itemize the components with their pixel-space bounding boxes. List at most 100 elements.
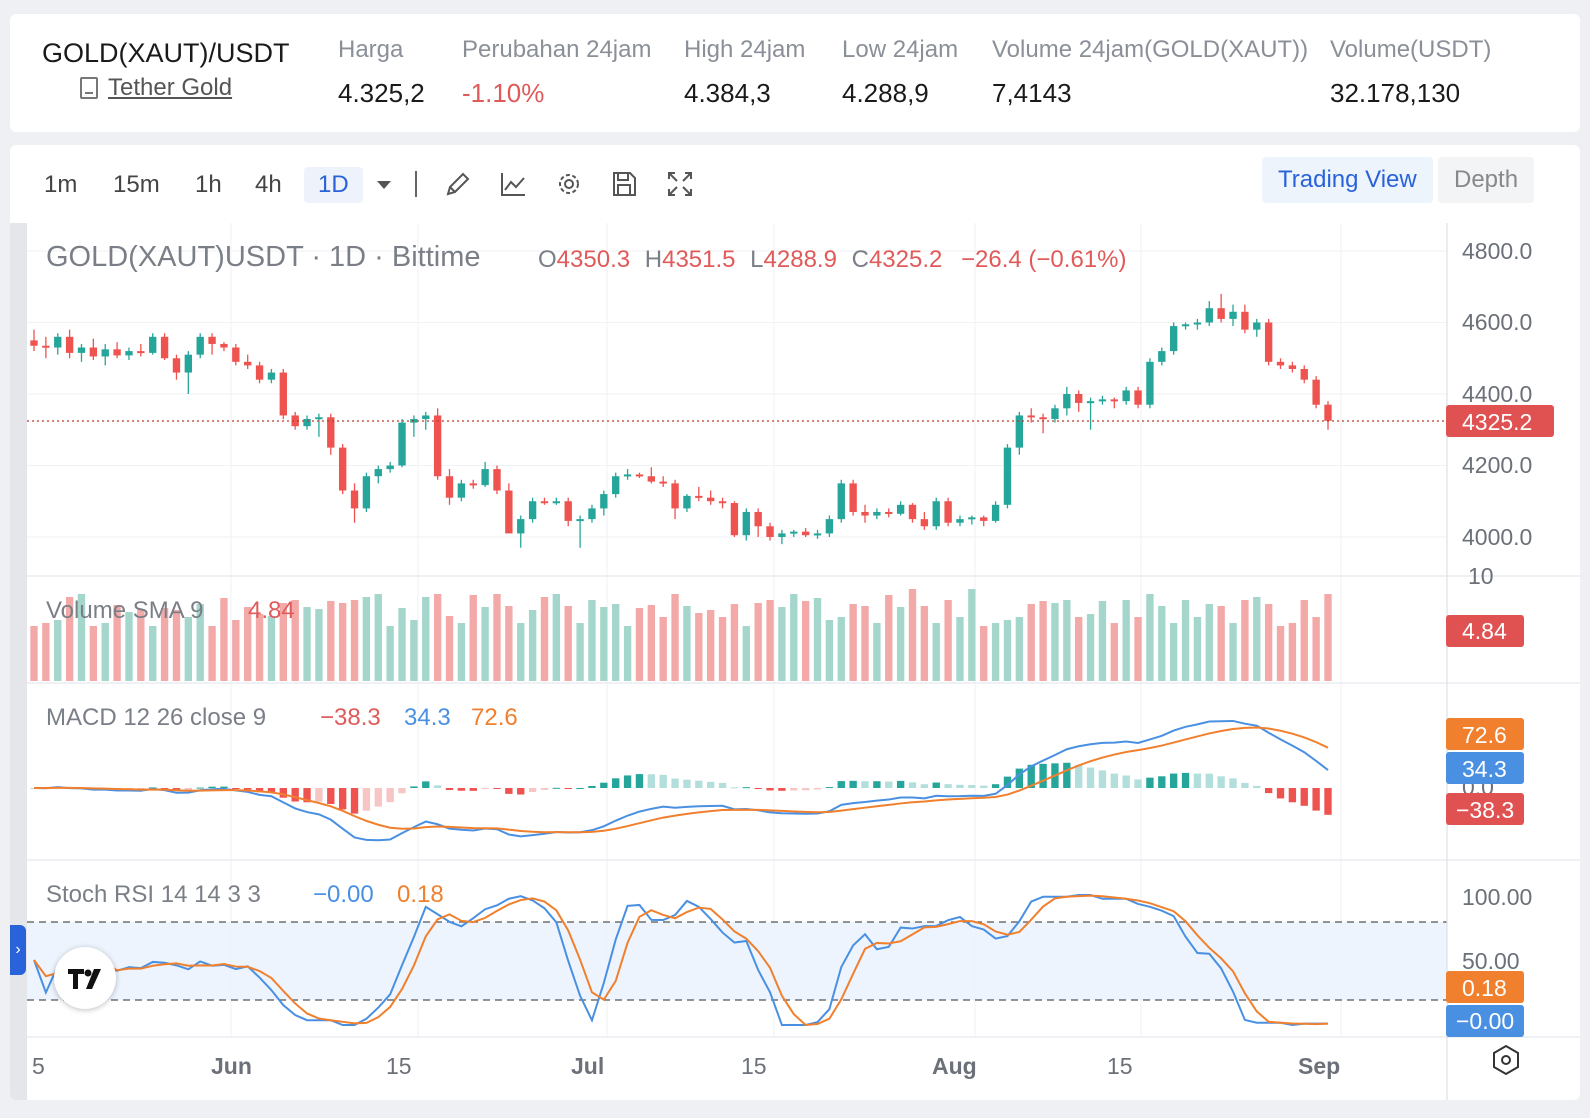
candle (422, 415, 430, 420)
volume-bar (778, 607, 786, 681)
volume-bar (896, 607, 905, 681)
toolbar-divider (415, 171, 417, 197)
legend-high: 4351.5 (662, 246, 735, 273)
candle (1039, 417, 1047, 420)
timeframe-1h[interactable]: 1h (195, 171, 222, 198)
macd-hist-bar (445, 788, 454, 791)
candle (1098, 399, 1107, 402)
timeframe-4h[interactable]: 4h (255, 171, 282, 198)
macd-hist-bar (920, 784, 929, 788)
candle (315, 417, 323, 420)
macd-hist-bar (980, 785, 988, 788)
candle (528, 501, 537, 520)
macd-hist-bar (1086, 767, 1095, 788)
candle (588, 508, 596, 520)
volume-bar (493, 594, 501, 681)
candle (220, 343, 228, 348)
expand-panel-button[interactable]: › (10, 925, 26, 975)
candle (1015, 415, 1024, 448)
volume-bar (350, 600, 359, 681)
candle (101, 349, 109, 357)
macd-legend-hist: −38.3 (320, 704, 381, 731)
timeframe-1m[interactable]: 1m (44, 171, 78, 198)
macd-hist-bar (1110, 773, 1118, 788)
volume-bar (1193, 617, 1202, 681)
candle (65, 336, 74, 353)
stat-label: Harga (338, 36, 404, 63)
macd-signal-badge-text: 72.6 (1462, 722, 1507, 748)
volume-bar (991, 623, 1000, 681)
macd-hist-bar (1229, 778, 1237, 788)
candle (1146, 361, 1154, 405)
candle (1205, 308, 1213, 323)
token-name-link[interactable]: Tether Gold (108, 74, 233, 101)
candle (956, 519, 964, 523)
macd-hist-bar (1075, 764, 1083, 788)
macd-hist-bar (220, 786, 228, 788)
macd-hist-bar (422, 781, 430, 788)
candle (1288, 365, 1297, 369)
timeframe-15m[interactable]: 15m (113, 171, 160, 198)
legend-change: −26.4 (−0.61%) (961, 246, 1126, 273)
save-icon[interactable] (609, 169, 639, 199)
macd-histogram (30, 762, 1332, 815)
chevron-down-icon[interactable] (369, 169, 399, 199)
timeframe-1d[interactable]: 1D (304, 167, 363, 203)
time-tick: Aug (932, 1053, 977, 1079)
volume-legend-value: 4.84 (248, 597, 295, 624)
legend-low: 4288.9 (764, 246, 837, 273)
fullscreen-icon[interactable] (665, 169, 695, 199)
volume-bar (980, 626, 988, 681)
volume-bar (1217, 606, 1225, 681)
macd-hist-bar (754, 788, 762, 789)
macd-hist-bar (374, 788, 382, 807)
macd-hist-bar (1169, 773, 1178, 788)
legend-ohlc: O4350.3 H4351.5 L4288.9 C4325.2 −26.4 (−… (538, 246, 1126, 273)
volume-bar (552, 594, 561, 681)
gear-icon[interactable] (554, 169, 584, 199)
trading-view-button[interactable]: Trading View (1262, 157, 1433, 203)
volume-bar (279, 603, 287, 681)
volume-bar (635, 608, 644, 681)
macd-hist-bar (505, 788, 513, 794)
candle (683, 495, 691, 509)
time-tick: 15 (386, 1053, 412, 1079)
stoch-legend-k: −0.00 (313, 881, 374, 908)
pencil-icon[interactable] (443, 169, 473, 199)
price-tick: 4400.0 (1462, 381, 1532, 407)
macd-hist-bar (481, 788, 489, 789)
macd-hist-bar (184, 788, 193, 791)
candle (445, 476, 454, 498)
time-tick: 5 (32, 1053, 45, 1079)
macd-hist-bar (517, 788, 525, 795)
candle (469, 483, 477, 486)
token-info[interactable]: Tether Gold (80, 74, 232, 102)
candle (386, 465, 394, 470)
macd-hist-bar (671, 778, 679, 788)
macd-hist-bar (1098, 770, 1107, 788)
chart-settings-icon[interactable] (1493, 1044, 1519, 1076)
candle (825, 519, 834, 534)
stat-label: Volume 24jam(GOLD(XAUT)) (992, 36, 1309, 63)
indicator-icon[interactable] (498, 169, 528, 199)
candle (1193, 322, 1202, 325)
volume-bar (30, 626, 38, 681)
volume-bar (338, 603, 347, 681)
macd-line (33, 719, 1329, 842)
candle (706, 497, 715, 502)
volume-bar (1241, 600, 1249, 681)
candle (77, 347, 86, 353)
macd-hist-bar (683, 779, 691, 788)
macd-hist-bar (1122, 775, 1130, 788)
depth-button[interactable]: Depth (1438, 157, 1535, 203)
stoch-band (27, 922, 1447, 1000)
volume-bar (220, 598, 228, 681)
macd-hist-bar (635, 774, 644, 788)
candle (1324, 404, 1332, 421)
stat-value: -1.10% (462, 78, 545, 108)
stoch-legend-d: 0.18 (397, 881, 444, 908)
stat-label: Low 24jam (842, 36, 959, 63)
chart-canvas[interactable]: GOLD(XAUT)USDT · 1D · Bittime O4350.3 H4… (10, 223, 1580, 1100)
macd-hist-bar (706, 781, 715, 788)
volume-bar (647, 605, 656, 681)
